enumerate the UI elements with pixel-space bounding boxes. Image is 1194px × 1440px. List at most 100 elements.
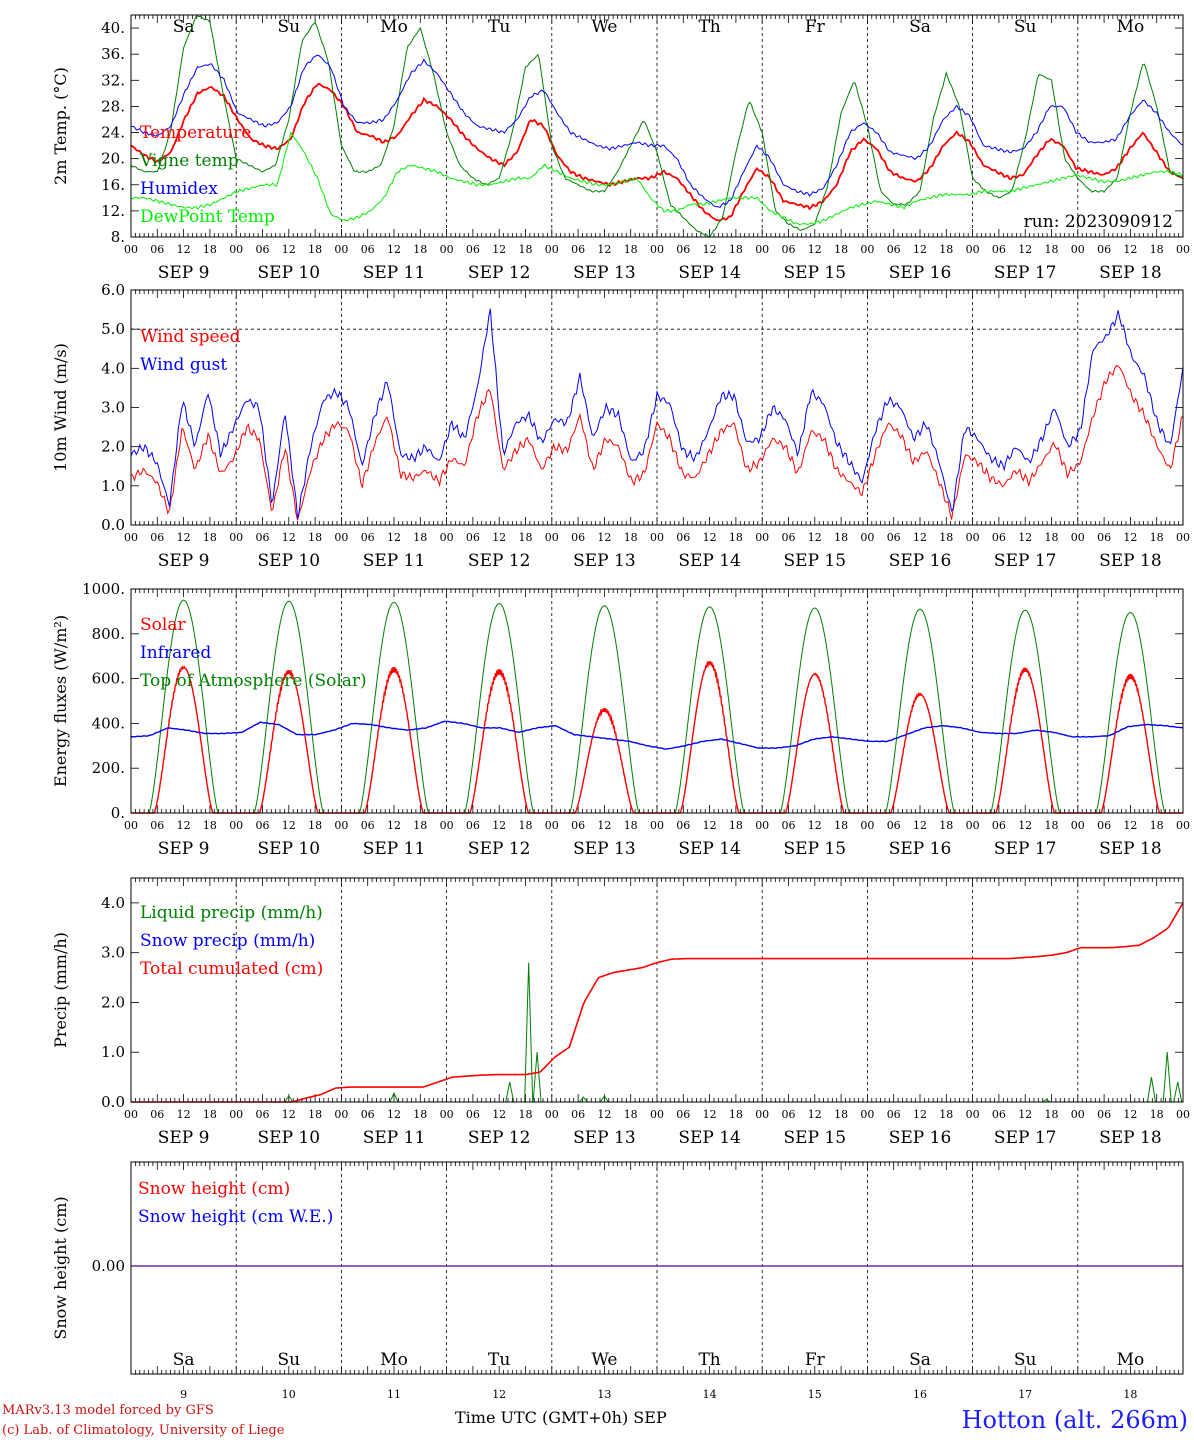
hour-label: 06 [782, 243, 796, 256]
y-tick-label: 0. [111, 804, 125, 822]
model-note: MARv3.13 model forced by GFS [2, 1403, 214, 1418]
plot-frame [130, 877, 1184, 1103]
weekday-label: Fr [805, 1350, 826, 1370]
hour-label: 18 [624, 243, 638, 256]
hour-label: 12 [913, 531, 927, 544]
hour-label: 06 [466, 531, 480, 544]
hour-label: 12 [703, 243, 717, 256]
hour-label: 18 [624, 819, 638, 832]
weekday-label: Mo [1117, 17, 1145, 37]
hour-label: 18 [308, 1108, 322, 1121]
panel-2: 10m Wind (m/s) 0.0 1.0 2.0 3.0 4.0 5.0 6.0 00 06 1… [51, 281, 1190, 571]
y-tick-label: 4.0 [101, 894, 125, 912]
date-label: SEP 16 [889, 551, 952, 571]
hour-label: 00 [440, 1108, 454, 1121]
hour-label: 12 [282, 243, 296, 256]
panel-4: Precip (mm/h) 0.0 1.0 2.0 3.0 4.0 00 06 12 18 SEP … [51, 877, 1190, 1148]
hour-label: 18 [624, 1108, 638, 1121]
date-label: SEP 10 [258, 839, 321, 859]
hour-label: 06 [992, 531, 1006, 544]
date-label: SEP 15 [784, 551, 847, 571]
hour-label: 00 [334, 819, 348, 832]
hour-label: 18 [729, 819, 743, 832]
date-label: SEP 14 [678, 839, 741, 859]
hour-label: 00 [1071, 819, 1085, 832]
legend-entry: Solar [140, 615, 186, 635]
hour-label: 12 [1123, 1108, 1137, 1121]
y-tick-label: 1.0 [101, 1043, 125, 1061]
hour-label: 06 [782, 1108, 796, 1121]
date-label: SEP 18 [1099, 839, 1162, 859]
hour-label: 12 [808, 1108, 822, 1121]
hour-label: 00 [124, 819, 138, 832]
hour-label: 06 [992, 243, 1006, 256]
weekday-label: Mo [380, 1350, 408, 1370]
weekday-label: We [591, 17, 617, 37]
legend-entry: Vigne temp [139, 151, 239, 171]
hour-label: 00 [860, 819, 874, 832]
hour-label: 00 [966, 531, 980, 544]
y-tick-label: 6.0 [101, 281, 125, 299]
day-number: 15 [808, 1388, 822, 1401]
hour-label: 06 [150, 819, 164, 832]
hour-label: 12 [1123, 243, 1137, 256]
hour-label: 12 [282, 531, 296, 544]
hour-label: 06 [361, 531, 375, 544]
hour-label: 18 [1045, 819, 1059, 832]
y-tick-label: 4.0 [101, 359, 125, 377]
hour-label: 00 [229, 531, 243, 544]
hour-label: 12 [492, 819, 506, 832]
hour-label: 18 [939, 819, 953, 832]
series-line [130, 54, 1184, 208]
hour-label: 06 [571, 243, 585, 256]
y-tick-label: 800. [92, 625, 125, 643]
legend-entry: Wind speed [140, 327, 241, 347]
hour-label: 00 [440, 531, 454, 544]
hour-label: 18 [729, 531, 743, 544]
date-label: SEP 15 [784, 263, 847, 283]
hour-label: 18 [1150, 531, 1164, 544]
hour-label: 00 [755, 243, 769, 256]
hour-label: 18 [413, 819, 427, 832]
hour-label: 00 [966, 243, 980, 256]
y-tick-label: 0.0 [101, 516, 125, 534]
hour-label: 12 [808, 819, 822, 832]
hour-label: 06 [256, 1108, 270, 1121]
date-label: SEP 13 [573, 263, 636, 283]
hour-label: 00 [229, 1108, 243, 1121]
hour-label: 18 [413, 531, 427, 544]
plot-frame [130, 1161, 1184, 1375]
date-label: SEP 9 [158, 839, 210, 859]
hour-label: 00 [545, 243, 559, 256]
hour-label: 18 [308, 819, 322, 832]
weekday-label: Sa [173, 17, 195, 37]
date-label: SEP 16 [889, 1128, 952, 1148]
date-label: SEP 9 [158, 1128, 210, 1148]
day-number: 9 [180, 1388, 187, 1401]
hour-label: 06 [361, 243, 375, 256]
date-label: SEP 13 [573, 551, 636, 571]
series-line [130, 15, 1184, 238]
date-label: SEP 11 [363, 839, 426, 859]
legend-entry: DewPoint Temp [140, 207, 275, 227]
date-label: SEP 12 [468, 551, 531, 571]
legend-entry: Wind gust [140, 355, 227, 375]
hour-label: 12 [387, 243, 401, 256]
hour-label: 00 [334, 243, 348, 256]
y-tick-label: 1000. [82, 580, 125, 598]
hour-label: 18 [1150, 1108, 1164, 1121]
y-tick-label: 5.0 [101, 320, 125, 338]
hour-label: 06 [256, 243, 270, 256]
hour-label: 12 [387, 531, 401, 544]
date-label: SEP 10 [258, 551, 321, 571]
hour-label: 12 [177, 1108, 191, 1121]
hour-label: 06 [150, 1108, 164, 1121]
hour-label: 12 [1123, 819, 1137, 832]
weekday-label: Tu [488, 1350, 510, 1370]
plot-frame [130, 588, 1184, 814]
date-label: SEP 12 [468, 839, 531, 859]
hour-label: 12 [282, 819, 296, 832]
date-label: SEP 18 [1099, 263, 1162, 283]
legend-entry: Infrared [140, 643, 211, 663]
day-number: 14 [703, 1388, 717, 1401]
